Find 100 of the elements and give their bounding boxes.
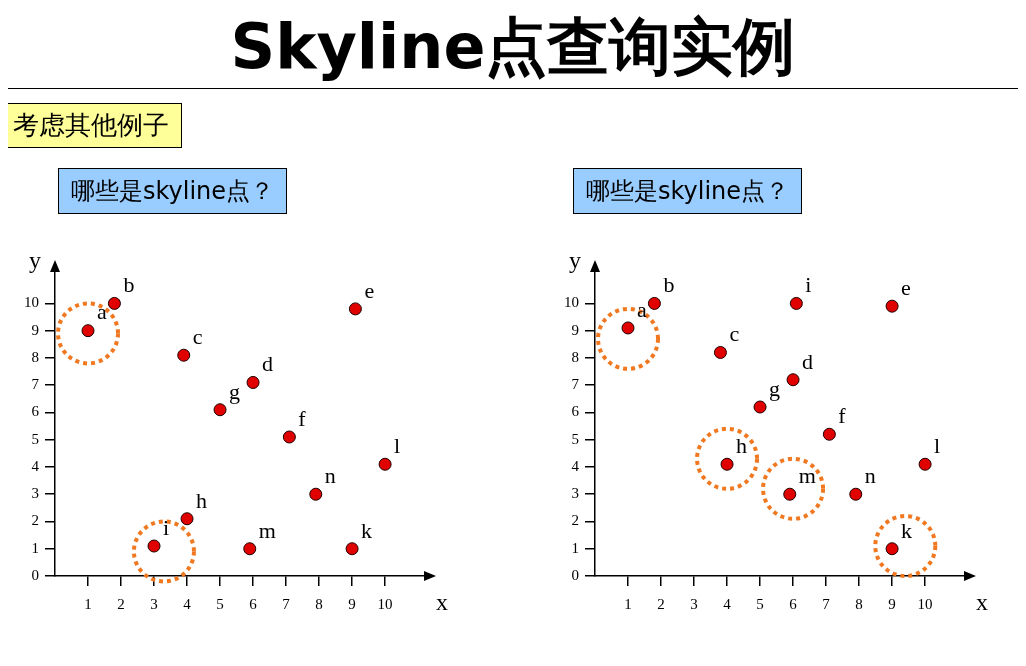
annotation: h — [196, 487, 208, 513]
point — [180, 512, 194, 526]
annotation: g — [769, 375, 781, 401]
x-tick-label: 9 — [348, 595, 356, 612]
y-tick-label: 1 — [571, 539, 579, 556]
annotation: h — [736, 433, 748, 459]
chart-title: 哪些是skyline点？ — [573, 168, 803, 214]
point — [822, 427, 836, 441]
y-tick-label: 2 — [571, 512, 579, 529]
annotation: n — [864, 463, 876, 489]
point — [789, 296, 803, 310]
point — [282, 430, 296, 444]
x-tick-label: 4 — [723, 595, 732, 612]
x-tick-label: 10 — [917, 595, 933, 612]
x-tick-label: 8 — [315, 595, 323, 612]
text: Skyline点查询实例 — [229, 9, 797, 85]
y-tick-label: 0 — [31, 566, 39, 583]
y-axis-title: y — [569, 247, 581, 274]
point — [885, 542, 899, 556]
point — [720, 457, 734, 471]
y-tick-label: 3 — [31, 485, 39, 502]
y-tick-label: 3 — [571, 485, 579, 502]
text: 考虑其他例子 — [12, 109, 170, 142]
y-tick-label: 5 — [571, 430, 579, 447]
y-tick-label: 7 — [31, 376, 40, 393]
x-tick-label: 9 — [888, 595, 896, 612]
annotation: d — [802, 348, 814, 374]
x-axis-title: x — [976, 589, 988, 616]
y-tick-label: 0 — [571, 566, 579, 583]
annotation: m — [798, 463, 816, 489]
y-tick-label: 5 — [31, 430, 39, 447]
chart-title: 哪些是skyline点？ — [58, 168, 288, 214]
annotation: m — [258, 517, 276, 543]
annotation: l — [394, 433, 401, 459]
y-tick-label: 7 — [571, 376, 580, 393]
y-tick-label: 8 — [571, 348, 579, 365]
y-tick-label: 4 — [571, 457, 580, 474]
annotation: l — [934, 433, 941, 459]
x-tick-label: 6 — [249, 595, 258, 612]
x-tick-label: 2 — [117, 595, 125, 612]
point — [309, 487, 323, 501]
point — [713, 346, 727, 359]
annotation: b — [123, 272, 135, 298]
annotation: d — [262, 351, 274, 377]
point — [348, 302, 362, 316]
point — [147, 539, 161, 553]
y-tick-label: 2 — [31, 512, 39, 529]
annotation: n — [324, 463, 336, 489]
point — [81, 324, 95, 338]
point — [621, 321, 635, 335]
point — [243, 542, 257, 556]
point — [849, 487, 863, 501]
x-tick-label: 7 — [282, 595, 291, 612]
y-tick-label: 1 — [31, 539, 39, 556]
point — [753, 400, 767, 414]
x-tick-label: 8 — [855, 595, 863, 612]
x-tick-label: 5 — [756, 595, 764, 612]
point — [177, 348, 191, 362]
y-axis-title: y — [29, 247, 41, 274]
point — [885, 299, 899, 313]
y-tick-label: 6 — [571, 403, 580, 420]
x-tick-label: 1 — [84, 595, 92, 612]
point — [695, 426, 760, 491]
annotation: f — [838, 403, 847, 429]
point — [107, 296, 121, 310]
y-tick-label: 10 — [24, 294, 39, 311]
point — [783, 487, 797, 501]
x-tick-label: 2 — [657, 595, 665, 612]
annotation: c — [192, 324, 203, 349]
point — [873, 514, 938, 579]
x-tick-label: 4 — [183, 595, 192, 612]
x-tick-label: 7 — [822, 595, 831, 612]
y-tick-label: 9 — [31, 321, 39, 338]
y-tick-label: 8 — [31, 348, 39, 365]
point — [345, 542, 359, 556]
point — [786, 373, 800, 387]
point — [246, 375, 260, 389]
annotation: b — [663, 272, 675, 298]
point — [647, 296, 661, 310]
annotation: e — [364, 277, 375, 303]
point — [56, 301, 121, 366]
x-tick-label: 5 — [216, 595, 224, 612]
annotation: e — [901, 274, 911, 300]
annotation: a — [97, 299, 108, 325]
x-tick-label: 1 — [624, 595, 632, 612]
y-tick-label: 9 — [571, 321, 579, 338]
point — [596, 306, 661, 371]
y-tick-label: 6 — [31, 403, 40, 420]
annotation: f — [298, 405, 307, 431]
x-tick-label: 10 — [377, 595, 393, 612]
point — [918, 457, 932, 471]
x-tick-label: 3 — [150, 595, 158, 612]
y-tick-label: 10 — [564, 294, 579, 311]
y-tick-label: 4 — [31, 457, 40, 474]
point — [131, 519, 196, 584]
x-tick-label: 6 — [789, 595, 798, 612]
annotation: k — [361, 517, 373, 543]
annotation: g — [229, 378, 241, 404]
x-tick-label: 3 — [690, 595, 698, 612]
annotation: i — [163, 514, 170, 540]
